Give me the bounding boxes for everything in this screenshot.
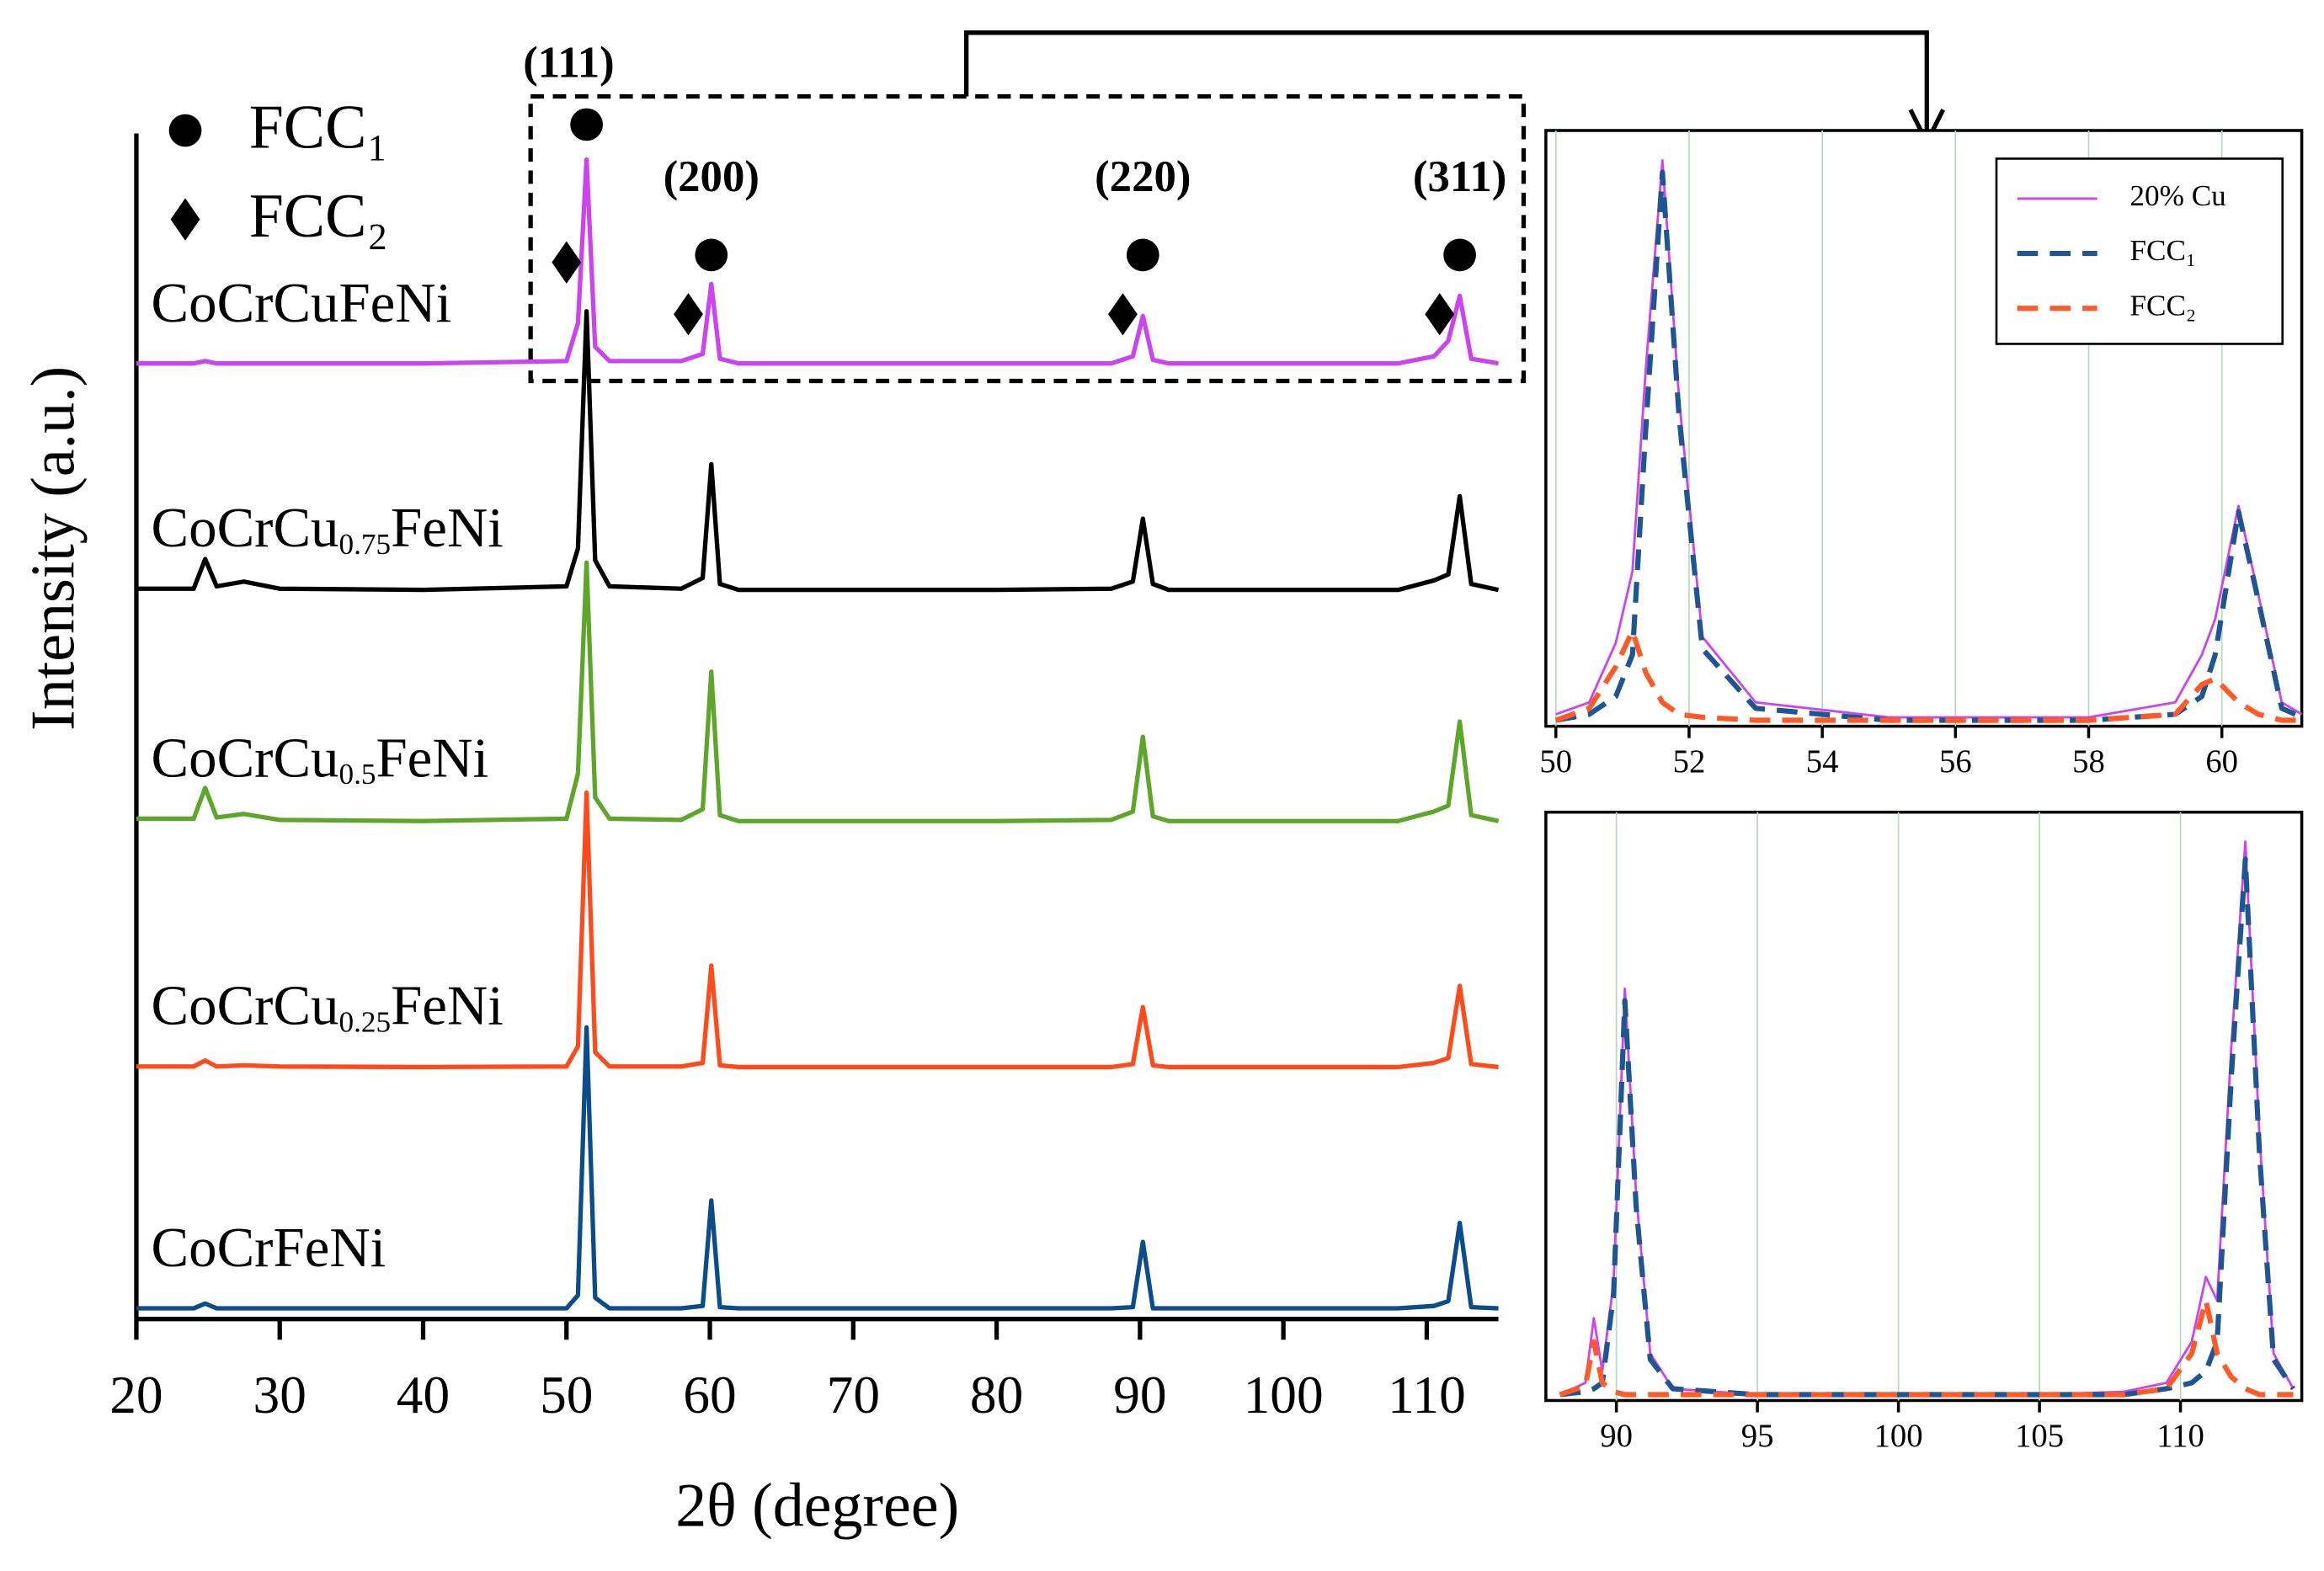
series-label: CoCrCuFeNi: [152, 272, 452, 334]
phase-marker: [695, 238, 728, 272]
y-axis-label: Intensity (a.u.): [18, 366, 87, 731]
peak-label: (111): [523, 38, 615, 87]
phase-marker: [170, 198, 200, 241]
x-tick-label: 50: [540, 1366, 593, 1425]
series-label: CoCrFeNi: [152, 1217, 386, 1279]
zoom-arrow: [964, 30, 1929, 137]
plot-frame: [1544, 810, 2304, 1403]
legend-box: [1995, 157, 2284, 345]
x-tick-label: 60: [683, 1366, 736, 1425]
x-tick-label: 56: [1939, 743, 1972, 780]
peak-label: (311): [1413, 152, 1506, 201]
phase-marker: [570, 108, 603, 141]
series-line: [1554, 628, 2302, 723]
zoom-box: [528, 93, 1527, 384]
series-line: [136, 790, 1499, 1070]
x-tick-label: 105: [2015, 1418, 2064, 1454]
x-tick-label: 100: [1244, 1366, 1324, 1425]
series-label: CoCrCu0.25FeNi: [152, 975, 504, 1039]
series-line: [1559, 856, 2296, 1398]
peak-label: (200): [664, 152, 760, 201]
series-line: [136, 1025, 1499, 1311]
x-tick-label: 90: [1113, 1366, 1166, 1425]
x-tick-label: 110: [1388, 1366, 1466, 1425]
x-axis-label: 2θ (degree): [675, 1470, 959, 1539]
x-tick-label: 54: [1806, 743, 1839, 780]
x-tick-label: 90: [1600, 1418, 1633, 1454]
x-tick-label: 70: [827, 1366, 880, 1425]
x-tick-label: 30: [253, 1366, 306, 1425]
x-tick-label: 100: [1874, 1418, 1923, 1454]
x-tick-label: 60: [2205, 743, 2238, 780]
phase-marker: [168, 114, 202, 147]
x-tick-label: 80: [970, 1366, 1023, 1425]
phase-marker: [1126, 238, 1159, 272]
series-line: [1555, 169, 2303, 723]
phase-marker: [1443, 238, 1476, 272]
inset-panel: 90 95 100 105 110: [1544, 810, 2304, 1454]
peak-label: (220): [1095, 152, 1191, 201]
x-tick-label: 20: [109, 1366, 163, 1425]
legend-label: 20% Cu: [2129, 179, 2225, 212]
x-tick-label: 40: [397, 1366, 450, 1425]
legend-label: FCC₂: [2129, 289, 2196, 322]
series-label: CoCrCu0.75FeNi: [152, 497, 504, 561]
series-label: CoCrCu0.5FeNi: [152, 727, 489, 791]
legend-label: FCC₂: [249, 181, 388, 250]
series-line: [136, 309, 1500, 593]
x-tick-label: 52: [1673, 743, 1706, 780]
series-line: [136, 560, 1500, 823]
inset-panel: 50 52 54 56 58 60 20% Cu FCC₁ FCC₂: [1539, 129, 2304, 780]
x-tick-label: 50: [1539, 743, 1572, 780]
x-tick-label: 110: [2156, 1418, 2204, 1454]
x-tick-label: 58: [2072, 743, 2105, 780]
legend-label: FCC₁: [2129, 234, 2196, 267]
main-panel: 20 30 40 50 60 70 80 90 100 110 2θ (degree) Intensi…: [18, 38, 1506, 1539]
series-line: [136, 157, 1500, 366]
x-tick-label: 95: [1741, 1418, 1774, 1454]
legend-label: FCC₁: [249, 92, 388, 161]
